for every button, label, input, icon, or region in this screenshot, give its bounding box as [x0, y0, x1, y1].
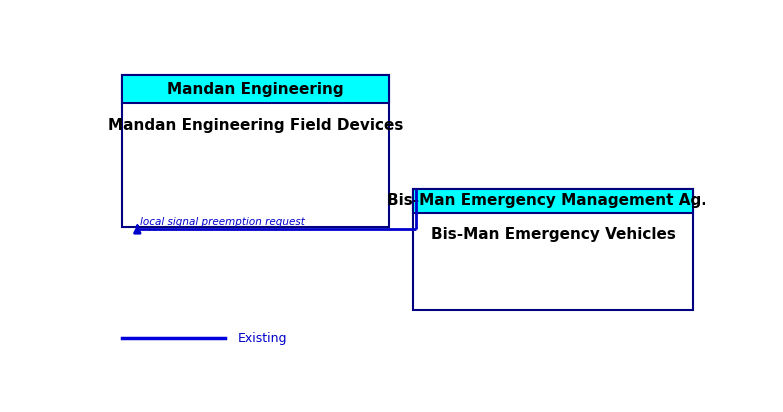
- Bar: [122, 75, 389, 227]
- Text: Mandan Engineering Field Devices: Mandan Engineering Field Devices: [108, 118, 403, 133]
- Text: Bis-Man Emergency Management Ag...: Bis-Man Emergency Management Ag...: [388, 193, 719, 208]
- Bar: [413, 189, 693, 213]
- Text: Bis-Man Emergency Vehicles: Bis-Man Emergency Vehicles: [431, 227, 676, 242]
- Text: Existing: Existing: [237, 332, 287, 344]
- Bar: [122, 75, 389, 103]
- Text: local signal preemption request: local signal preemption request: [140, 217, 305, 227]
- Text: Mandan Engineering: Mandan Engineering: [168, 82, 344, 96]
- Bar: [413, 189, 693, 309]
